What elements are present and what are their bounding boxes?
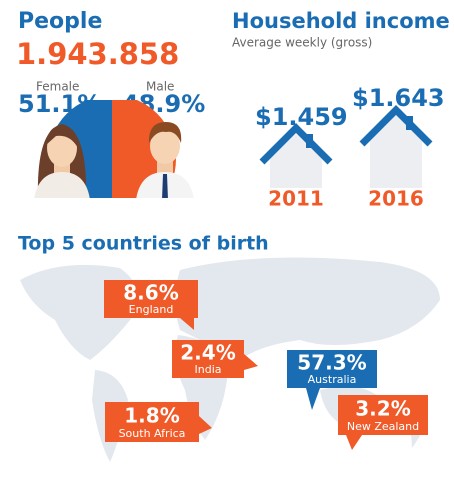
country-name: South Africa	[119, 427, 186, 440]
house-icon	[359, 105, 433, 188]
house-icon	[259, 123, 333, 188]
callout: 2.4% India	[172, 340, 258, 378]
country-value: 8.6%	[123, 281, 178, 305]
callout: 57.3% Australia	[287, 350, 377, 410]
country-value: 3.2%	[355, 397, 410, 421]
country-value: 1.8%	[124, 404, 179, 428]
countries-title: Top 5 countries of birth	[18, 233, 269, 255]
callout: 1.8% South Africa	[105, 402, 212, 442]
country-value: 57.3%	[297, 351, 366, 375]
female-label: Female	[36, 80, 79, 94]
callout: 8.6% England	[104, 280, 198, 330]
callout: 3.2% New Zealand	[338, 395, 428, 450]
gender-graphic	[34, 100, 194, 198]
income-year: 2011	[268, 187, 324, 211]
income-subtitle: Average weekly (gross)	[232, 36, 372, 50]
income-value: $1.459	[255, 103, 348, 131]
income-value: $1.643	[352, 84, 445, 112]
people-title: People	[18, 9, 102, 34]
country-name: New Zealand	[347, 420, 419, 433]
people-total: 1.943.858	[16, 37, 179, 71]
country-name: England	[129, 303, 174, 316]
country-value: 2.4%	[180, 341, 235, 365]
country-name: Australia	[308, 373, 357, 386]
country-name: India	[195, 363, 222, 376]
income-year: 2016	[368, 187, 424, 211]
income-title: Household income	[232, 9, 450, 33]
male-label: Male	[146, 80, 174, 94]
